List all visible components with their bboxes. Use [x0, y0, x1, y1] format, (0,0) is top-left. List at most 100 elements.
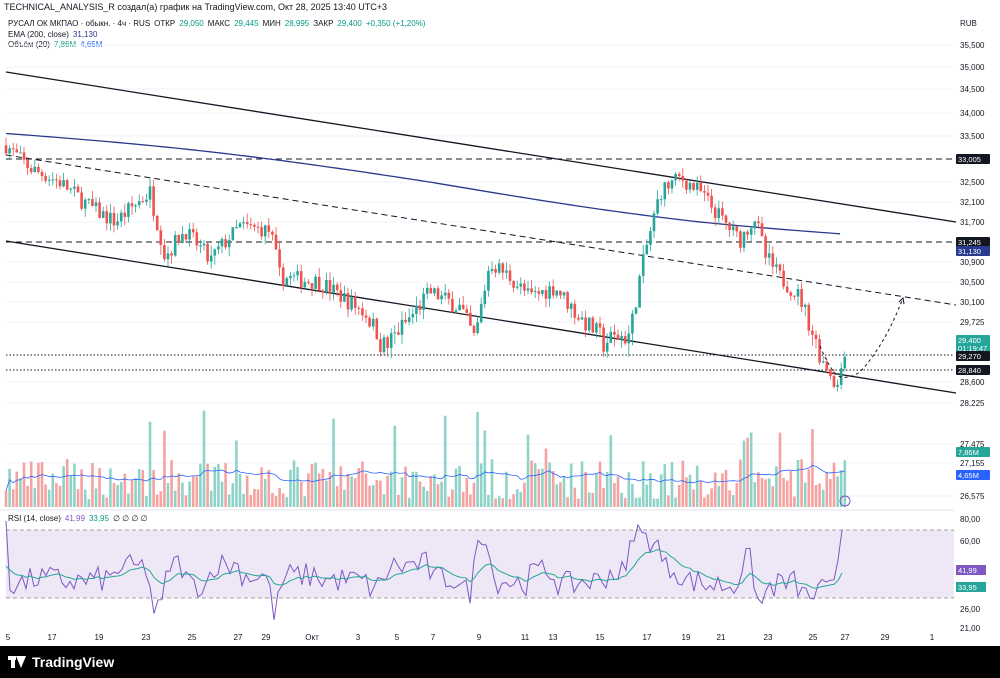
candle-body	[832, 375, 836, 387]
volume-bar	[271, 492, 274, 507]
volume-bar	[742, 440, 746, 507]
volume-bar	[382, 494, 386, 507]
volume-bar	[130, 479, 134, 507]
time-axis-label: 1	[930, 633, 935, 642]
candle-body	[616, 334, 620, 340]
candle-body	[602, 327, 605, 352]
candle-body	[605, 342, 609, 352]
candle-body	[559, 290, 562, 296]
volume-bar	[458, 465, 461, 507]
candle-body	[209, 255, 213, 262]
candle-body	[591, 317, 595, 333]
volume-bar	[753, 482, 757, 507]
rsi-axis[interactable]: 80,00 60,00 26,00 21,00 41,99 33,95	[956, 515, 986, 633]
ema-200-line	[5, 132, 841, 235]
candle-body	[443, 292, 447, 296]
chart-canvas[interactable]: 35,500 35,000 34,500 34,000 33,500 32,500 32,1…	[0, 0, 1000, 646]
candle-body	[109, 212, 112, 224]
price-axis-label: 28,225	[960, 399, 985, 408]
price-axis-label: 30,900	[960, 258, 985, 267]
candle-body	[281, 267, 285, 286]
candle-body	[386, 337, 389, 349]
candle-body	[26, 159, 29, 169]
volume-bar	[83, 489, 87, 507]
volume-bar	[281, 493, 285, 507]
candle-body	[631, 313, 634, 334]
candle-body	[224, 239, 227, 248]
candle-body	[231, 227, 235, 240]
volume-bar	[40, 462, 44, 507]
time-axis[interactable]: 5 17 19 23 25 27 29 Окт 3 5 7 9 11 13 15 17 19 21 23 25 27 29…	[6, 633, 935, 642]
candle-body	[328, 280, 332, 293]
price-axis-label: 31,700	[960, 218, 985, 227]
candle-body	[551, 286, 555, 296]
candle-body	[454, 310, 458, 313]
price-axis-label: 35,000	[960, 63, 985, 72]
rsi-legend[interactable]: RSI (14, close) 41,99 33,95 ∅ ∅ ∅ ∅	[8, 514, 148, 523]
volume-bar	[829, 479, 832, 507]
candle-body	[159, 230, 163, 246]
candle-body	[692, 183, 695, 190]
candle-body	[73, 186, 76, 189]
candle-body	[515, 286, 519, 288]
candle-body	[537, 291, 541, 294]
candle-body	[429, 287, 433, 294]
candle-body	[123, 212, 127, 217]
candle-body	[44, 175, 47, 181]
price-axis[interactable]: 35,500 35,000 34,500 34,000 33,500 32,500 32,1…	[960, 41, 985, 501]
candle-body	[389, 333, 393, 349]
candle-body	[670, 180, 674, 189]
candle-body	[321, 290, 325, 293]
volume-bar	[728, 490, 731, 507]
volume-bar	[767, 478, 771, 507]
candle-body	[530, 288, 533, 293]
candle-body	[8, 148, 11, 154]
time-axis-label: 5	[6, 633, 11, 642]
ohlc-open: 29,050	[179, 19, 204, 28]
candle-body	[807, 304, 811, 331]
volume-bar	[591, 492, 595, 507]
candle-body	[145, 199, 148, 202]
volume-bar	[209, 490, 213, 507]
volume-bar	[65, 459, 69, 507]
candle-body	[307, 282, 310, 284]
candle-body	[627, 333, 631, 344]
candle-body	[296, 271, 299, 276]
volume-bar	[371, 485, 375, 507]
candle-body	[397, 332, 400, 335]
volume-bar	[91, 462, 94, 507]
candle-body	[278, 249, 281, 268]
candle-body	[299, 271, 303, 288]
price-tag-text: 31,130	[958, 247, 981, 256]
candle-body	[695, 182, 699, 190]
candle-body	[80, 192, 83, 209]
candle-body	[274, 234, 278, 250]
volume-bar	[44, 484, 47, 507]
volume-bar	[411, 471, 415, 507]
symbol-name[interactable]: РУСАЛ ОК МКПАО · обыкн. · 4ч · RUS	[8, 19, 151, 28]
candle-body	[271, 231, 274, 235]
volume-bar	[188, 481, 191, 507]
candle-body	[152, 186, 155, 216]
volume-bar	[307, 473, 310, 507]
volume-bar	[364, 473, 368, 507]
currency-label: RUB	[960, 19, 977, 28]
price-tag-text: 4,65M	[958, 471, 979, 480]
candle-body	[346, 293, 350, 310]
volume-bar	[494, 498, 497, 507]
events-icon[interactable]	[839, 495, 851, 507]
volume-bar	[433, 474, 436, 507]
volume-bar	[181, 482, 184, 507]
ema-row[interactable]: EMA (200, close) 31,130	[8, 30, 425, 41]
candle-body	[638, 276, 641, 308]
volume-bar	[87, 498, 91, 507]
volume-bar	[350, 476, 353, 507]
volume-bar	[465, 478, 469, 507]
ohlc-close-label: ЗАКР	[313, 19, 334, 28]
price-tag-box	[956, 447, 990, 457]
tradingview-logo[interactable]: TradingView	[8, 654, 114, 670]
volume-bar	[796, 459, 800, 507]
volume-bar	[595, 473, 598, 507]
volume-bar	[69, 475, 73, 507]
candle-body	[609, 331, 613, 343]
